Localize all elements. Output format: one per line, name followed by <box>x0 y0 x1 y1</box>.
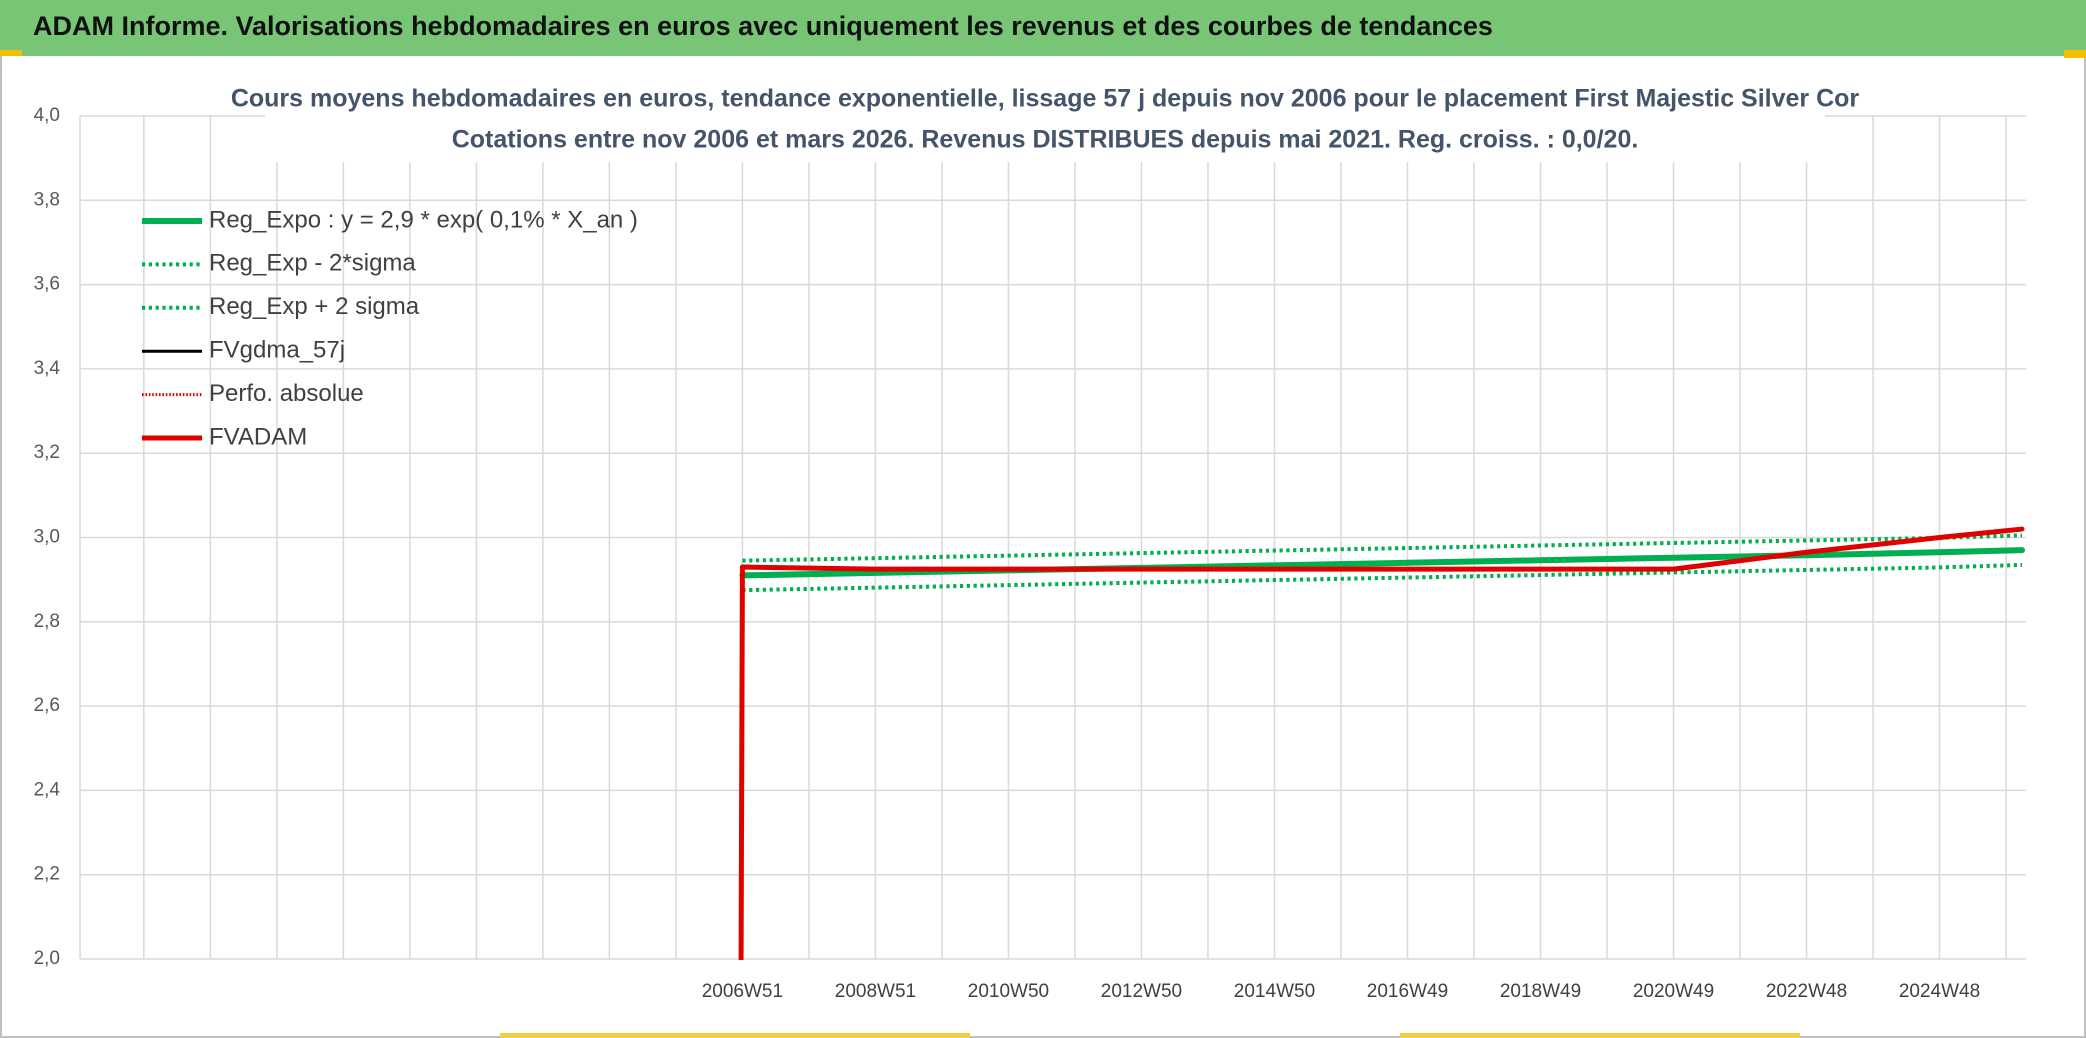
series-line <box>742 533 2023 563</box>
chart-title: Cours moyens hebdomadaires en euros, ten… <box>231 85 1860 113</box>
x-tick-label: 2012W50 <box>1101 981 1182 1002</box>
series-line <box>742 562 2023 593</box>
y-tick-label: 2,8 <box>34 611 60 632</box>
series-line <box>739 527 2024 960</box>
y-tick-label: 2,0 <box>34 948 60 969</box>
y-tick-label: 2,2 <box>34 864 60 885</box>
corner-mark <box>500 1033 970 1038</box>
series-line <box>740 528 2023 960</box>
chart-subtitle: Cotations entre nov 2006 et mars 2026. R… <box>452 126 1639 154</box>
y-tick-label: 3,2 <box>34 442 60 463</box>
page-title: ADAM Informe. Valorisations hebdomadaire… <box>33 11 1493 41</box>
header-bar <box>0 0 2086 56</box>
x-tick-label: 2024W48 <box>1899 981 1980 1002</box>
y-tick-label: 4,0 <box>34 105 60 126</box>
legend-label: FVgdma_57j <box>209 337 345 364</box>
x-tick-label: 2020W49 <box>1633 981 1714 1002</box>
legend-label: Perfo. absolue <box>209 380 364 407</box>
series-line <box>738 526 2025 960</box>
title-background <box>265 80 1825 162</box>
y-tick-label: 2,6 <box>34 695 60 716</box>
x-tick-label: 2018W49 <box>1500 981 1581 1002</box>
legend-label: Reg_Exp - 2*sigma <box>209 250 416 277</box>
x-tick-label: 2016W49 <box>1367 981 1448 1002</box>
legend-label: Reg_Expo : y = 2,9 * exp( 0,1% * X_an ) <box>209 206 638 233</box>
x-tick-label: 2014W50 <box>1234 981 1315 1002</box>
legend-label: Reg_Exp + 2 sigma <box>209 293 420 320</box>
x-tick-label: 2008W51 <box>835 981 916 1002</box>
x-tick-label: 2010W50 <box>968 981 1049 1002</box>
x-tick-label: 2006W51 <box>702 981 783 1002</box>
corner-mark <box>1400 1033 1800 1038</box>
corner-mark <box>2064 50 2086 58</box>
x-tick-label: 2022W48 <box>1766 981 1847 1002</box>
series-line <box>739 547 2026 579</box>
y-tick-label: 3,6 <box>34 274 60 295</box>
y-tick-label: 2,4 <box>34 779 61 800</box>
y-tick-label: 3,4 <box>34 358 61 379</box>
y-tick-label: 3,0 <box>34 527 60 548</box>
legend-label: FVADAM <box>209 423 307 450</box>
y-tick-label: 3,8 <box>34 189 60 210</box>
corner-mark <box>0 50 22 56</box>
